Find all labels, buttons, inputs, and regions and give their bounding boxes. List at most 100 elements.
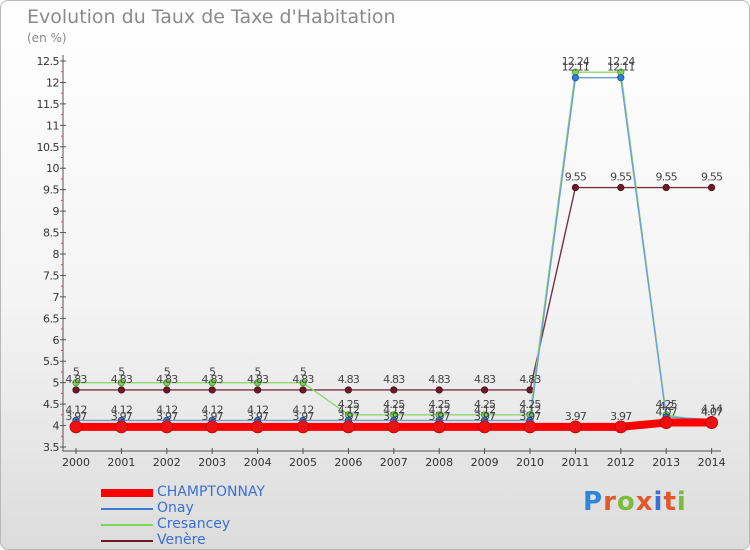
data-label: 4.07 [656, 406, 678, 419]
data-label: 5 [300, 366, 307, 379]
x-tick-label: 2014 [698, 456, 726, 469]
legend-label-champtonnay: CHAMPTONNAY [157, 484, 265, 500]
data-label: 4.83 [292, 373, 314, 386]
data-label: 9.55 [701, 171, 723, 184]
data-point-champtonnay [251, 420, 265, 434]
data-point-onay [617, 74, 625, 82]
data-label: 4.07 [701, 406, 723, 419]
data-point-champtonnay [614, 420, 628, 434]
chart-title: Evolution du Taux de Taxe d'Habitation [27, 6, 396, 28]
data-label: 4.25 [519, 398, 541, 411]
y-tick-label: 3.5 [43, 441, 59, 454]
data-point-venère [617, 183, 625, 192]
series-line-onay [76, 77, 712, 422]
x-tick-label: 2001 [107, 456, 135, 469]
data-label: 4.12 [383, 403, 404, 416]
logo-letter: r [603, 487, 617, 517]
data-label: 4.83 [247, 373, 269, 386]
data-label: 4.25 [429, 398, 451, 411]
data-label: 4.83 [474, 373, 496, 386]
legend-item-cresancey: Cresancey [101, 516, 301, 533]
data-label: 4.83 [429, 373, 451, 386]
data-point-champtonnay [432, 420, 446, 434]
x-tick-label: 2013 [652, 456, 680, 469]
data-point-venère [526, 386, 534, 394]
y-tick-label: 10.5 [37, 141, 60, 154]
data-point-venère [117, 386, 126, 394]
data-label: 3.97 [338, 410, 360, 423]
data-label: 4.12 [519, 403, 540, 416]
data-point-champtonnay [69, 420, 83, 434]
x-tick-label: 2007 [380, 456, 408, 469]
logo-letter: x [635, 487, 654, 517]
data-label: 4.83 [156, 373, 178, 386]
y-tick-label: 12 [46, 76, 59, 89]
data-point-venère [480, 386, 489, 394]
data-label: 3.97 [610, 410, 632, 423]
y-tick-label: 7.5 [43, 269, 59, 282]
legend-label-onay: Onay [157, 500, 194, 516]
x-tick-label: 2009 [471, 456, 499, 469]
data-label: 4.25 [383, 398, 405, 411]
y-tick-label: 6.5 [43, 312, 59, 325]
logo-letter: P [583, 487, 604, 517]
x-tick-label: 2000 [62, 456, 90, 469]
data-label: 3.97 [202, 410, 224, 423]
y-tick-label: 4.5 [43, 398, 59, 411]
data-label: 4.12 [156, 403, 177, 416]
series-line-cresancey [76, 71, 712, 424]
data-point-cresancey [208, 379, 216, 387]
x-tick-label: 2003 [198, 456, 226, 469]
data-point-venère [163, 386, 171, 394]
data-point-champtonnay [387, 420, 401, 434]
data-point-venère [299, 386, 307, 394]
legend-swatch-champtonnay [101, 489, 153, 497]
data-label: 3.97 [292, 410, 314, 423]
data-point-cresancey [299, 379, 307, 387]
data-point-cresancey [117, 379, 126, 387]
data-label: 5 [209, 366, 216, 379]
data-point-champtonnay [659, 416, 673, 429]
data-label: 3.97 [474, 410, 496, 423]
y-tick-label: 5.5 [43, 355, 59, 368]
data-label: 4.25 [338, 398, 360, 411]
data-point-champtonnay [205, 420, 219, 434]
data-label: 4.83 [338, 373, 360, 386]
data-label: 12.24 [562, 55, 590, 68]
legend-label-cresancey: Cresancey [157, 516, 231, 532]
data-label: 3.97 [156, 410, 178, 423]
data-point-venère [390, 386, 398, 394]
logo-letter: o [616, 487, 636, 517]
legend-item-champtonnay: CHAMPTONNAY [101, 484, 301, 501]
data-label: 4.83 [65, 373, 87, 386]
data-label: 4.25 [656, 398, 678, 411]
data-label: 12.24 [607, 55, 635, 68]
data-point-cresancey [163, 379, 171, 387]
x-tick-label: 2008 [425, 456, 453, 469]
y-tick-label: 11.5 [37, 98, 60, 111]
x-tick-label: 2006 [334, 456, 362, 469]
data-label: 3.97 [383, 410, 405, 423]
data-point-venère [254, 386, 262, 394]
data-point-venère [344, 386, 352, 394]
data-label: 4.12 [202, 403, 223, 416]
data-label: 5 [73, 366, 80, 379]
data-point-venère [707, 183, 716, 192]
data-label: 4.07 [701, 406, 723, 419]
data-point-champtonnay [705, 416, 718, 429]
y-tick-label: 5 [53, 377, 60, 390]
x-tick-label: 2002 [153, 456, 181, 469]
data-point-champtonnay [478, 420, 492, 434]
data-label: 4.83 [111, 373, 133, 386]
data-point-cresancey [254, 379, 262, 387]
data-label: 9.55 [656, 171, 678, 184]
chart-unit-label: (en %) [27, 31, 67, 45]
proxiti-logo: Proxiti [583, 487, 687, 517]
logo-letter: i [676, 487, 687, 517]
x-tick-label: 2010 [516, 456, 544, 469]
y-tick-label: 6 [53, 334, 60, 347]
data-point-venère [208, 386, 216, 394]
data-label: 4.83 [202, 373, 224, 386]
data-label: 3.97 [65, 410, 87, 423]
